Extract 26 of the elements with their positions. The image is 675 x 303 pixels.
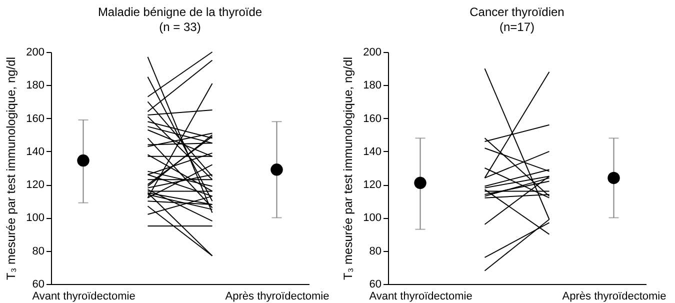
- chart-subtitle: (n = 33): [159, 20, 201, 34]
- y-tick-label: 200: [363, 46, 382, 58]
- y-axis-title: T₃ mesurée par test immunologique, ng/dl: [4, 57, 18, 280]
- x-tick-label: Après thyroïdectomie: [562, 290, 666, 302]
- y-tick-label: 200: [26, 46, 44, 58]
- x-tick-label: Après thyroïdectomie: [225, 290, 330, 302]
- chart-subtitle: (n=17): [499, 20, 535, 34]
- y-tick-label: 140: [363, 146, 382, 158]
- y-tick-label: 160: [363, 112, 382, 125]
- y-tick-label: 60: [32, 278, 44, 290]
- x-tick-label: Avant thyroïdectomie: [32, 290, 136, 302]
- y-tick-label: 160: [26, 112, 44, 125]
- chart-title: Cancer thyroïdien: [470, 5, 564, 19]
- y-tick-label: 100: [26, 212, 44, 224]
- y-tick-label: 180: [363, 80, 382, 92]
- y-axis-title: T₃ mesurée par test immunologique, ng/dl: [341, 57, 356, 280]
- y-tick-label: 60: [369, 278, 382, 290]
- y-tick-label: 120: [26, 179, 44, 192]
- chart-title: Maladie bénigne de la thyroïde: [98, 5, 262, 19]
- y-tick-label: 180: [26, 80, 44, 92]
- y-tick-label: 120: [363, 179, 382, 192]
- y-tick-label: 80: [369, 245, 382, 258]
- y-tick-label: 100: [363, 212, 382, 224]
- x-tick-label: Avant thyroïdectomie: [369, 290, 472, 302]
- y-tick-label: 80: [32, 245, 44, 258]
- y-tick-label: 140: [26, 146, 44, 158]
